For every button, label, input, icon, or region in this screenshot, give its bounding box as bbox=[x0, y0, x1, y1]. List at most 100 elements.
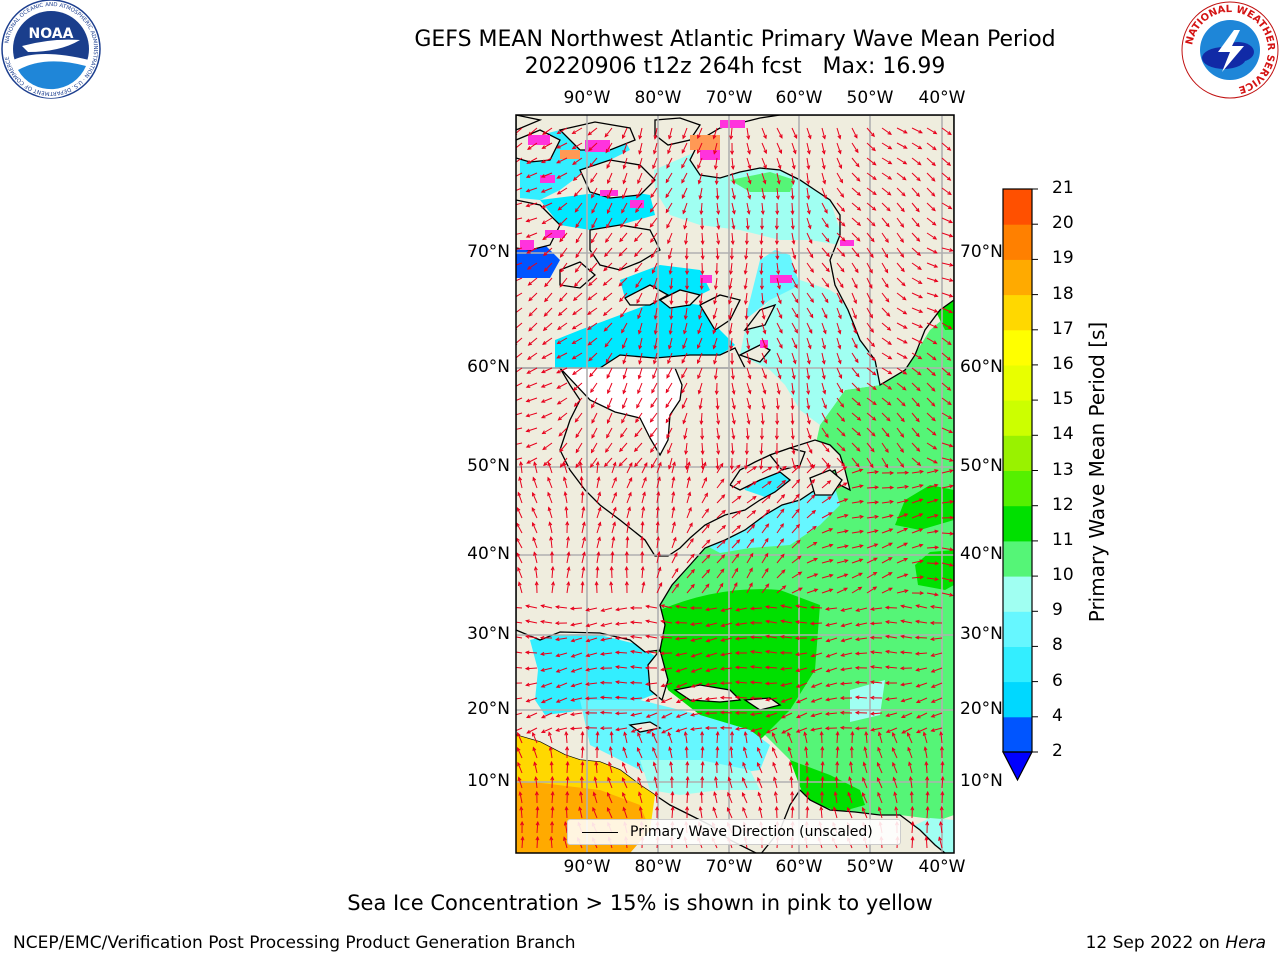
wave-vector bbox=[716, 247, 719, 260]
wave-vector-head bbox=[840, 193, 845, 198]
wave-vector bbox=[631, 712, 643, 716]
wave-vector-head bbox=[622, 746, 627, 752]
wave-vector-head bbox=[700, 270, 705, 276]
wave-vector bbox=[650, 217, 658, 228]
wave-vector bbox=[926, 262, 938, 268]
wave-vector-head bbox=[731, 225, 736, 230]
wave-vector-head bbox=[766, 494, 772, 500]
wave-vector bbox=[656, 582, 663, 594]
wave-vector bbox=[851, 217, 861, 226]
wave-vector bbox=[761, 397, 765, 409]
wave-vector-head bbox=[887, 175, 893, 180]
wave-vector-head bbox=[622, 374, 627, 380]
wave-vector-head bbox=[687, 491, 692, 496]
wave-vector-head bbox=[570, 653, 576, 658]
wave-vector bbox=[665, 172, 673, 183]
wave-vector-head bbox=[716, 225, 721, 231]
wave-vector bbox=[791, 587, 803, 594]
wave-vector bbox=[701, 746, 704, 759]
wave-vector bbox=[896, 499, 908, 504]
wave-vector-head bbox=[656, 551, 661, 556]
wave-vector bbox=[681, 187, 688, 199]
wave-vector-head bbox=[675, 583, 680, 588]
wave-vector bbox=[776, 480, 786, 489]
wave-vector bbox=[926, 499, 938, 504]
wave-vector bbox=[896, 247, 904, 258]
lat-label: 20°N bbox=[467, 699, 510, 719]
wave-vector bbox=[655, 791, 658, 804]
wave-vector bbox=[634, 232, 643, 242]
wave-vector bbox=[851, 731, 853, 744]
wave-vector bbox=[941, 187, 952, 195]
lon-label: 50°W bbox=[846, 857, 894, 877]
wave-vector bbox=[806, 202, 810, 214]
wave-vector-head bbox=[532, 491, 536, 497]
wave-vector bbox=[926, 412, 936, 421]
wave-vector bbox=[851, 382, 861, 392]
wave-vector-head bbox=[600, 623, 605, 627]
wave-vector bbox=[909, 777, 913, 789]
wave-vector bbox=[836, 322, 841, 334]
wave-vector-head bbox=[841, 447, 846, 452]
wave-vector bbox=[806, 510, 816, 519]
wave-vector bbox=[931, 637, 943, 640]
wave-vector bbox=[556, 667, 568, 673]
wave-vector-head bbox=[886, 417, 891, 422]
wave-vector bbox=[731, 367, 734, 379]
wave-vector bbox=[731, 525, 741, 534]
wave-vector-head bbox=[806, 150, 811, 155]
wave-vector bbox=[908, 762, 913, 774]
wave-vector bbox=[742, 792, 748, 804]
wave-vector-head bbox=[650, 253, 655, 259]
wave-vector bbox=[926, 232, 937, 240]
wave-vector bbox=[532, 492, 538, 504]
wave-vector-head bbox=[675, 699, 681, 703]
wave-vector bbox=[691, 727, 703, 730]
wave-vector bbox=[791, 465, 801, 474]
wave-vector bbox=[841, 622, 853, 627]
wave-vector bbox=[533, 552, 538, 564]
wave-vector bbox=[926, 484, 938, 489]
wave-vector bbox=[580, 792, 583, 804]
wave-vector-head bbox=[646, 729, 651, 734]
wave-vector bbox=[731, 553, 739, 564]
wave-vector-head bbox=[660, 604, 665, 608]
colorbar-tick-label: 4 bbox=[1052, 705, 1063, 726]
wave-vector-head bbox=[620, 433, 625, 438]
wave-vector bbox=[611, 522, 616, 534]
wave-vector bbox=[806, 157, 810, 169]
wave-vector bbox=[669, 747, 673, 759]
wave-vector bbox=[641, 477, 647, 489]
wave-vector-head bbox=[533, 461, 537, 466]
wave-vector bbox=[654, 292, 658, 304]
wave-vector-head bbox=[798, 587, 803, 592]
wave-vector bbox=[622, 352, 628, 364]
wave-vector-head bbox=[795, 523, 801, 529]
wave-vector bbox=[581, 537, 586, 549]
wave-vector-head bbox=[901, 282, 906, 287]
wave-vector bbox=[911, 498, 923, 504]
wave-vector bbox=[713, 792, 718, 804]
wave-vector bbox=[931, 727, 943, 732]
colorbar-segment bbox=[1003, 470, 1032, 507]
wave-vector bbox=[572, 337, 583, 344]
wave-vector bbox=[611, 537, 615, 549]
wave-vector-head bbox=[635, 283, 640, 289]
wave-vector-head bbox=[597, 491, 602, 496]
wave-vector-head bbox=[599, 710, 605, 715]
wave-vector-head bbox=[572, 296, 578, 302]
wave-vector bbox=[670, 277, 673, 289]
wave-vector bbox=[806, 806, 808, 819]
wave-vector bbox=[855, 652, 868, 655]
wave-vector bbox=[915, 637, 928, 639]
wave-vector bbox=[855, 696, 868, 699]
wave-vector bbox=[656, 537, 659, 549]
wave-vector bbox=[781, 605, 793, 609]
wave-vector bbox=[864, 747, 868, 759]
wave-vector bbox=[590, 457, 598, 468]
wave-vector-head bbox=[810, 268, 814, 273]
wave-vector bbox=[586, 637, 598, 642]
colorbar-tick-label: 12 bbox=[1052, 494, 1074, 515]
wave-vector bbox=[531, 507, 538, 519]
wave-vector bbox=[661, 620, 673, 624]
